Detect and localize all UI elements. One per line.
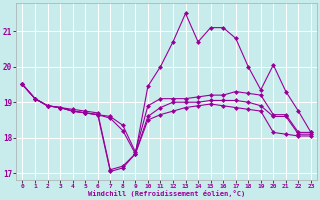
- X-axis label: Windchill (Refroidissement éolien,°C): Windchill (Refroidissement éolien,°C): [88, 190, 245, 197]
